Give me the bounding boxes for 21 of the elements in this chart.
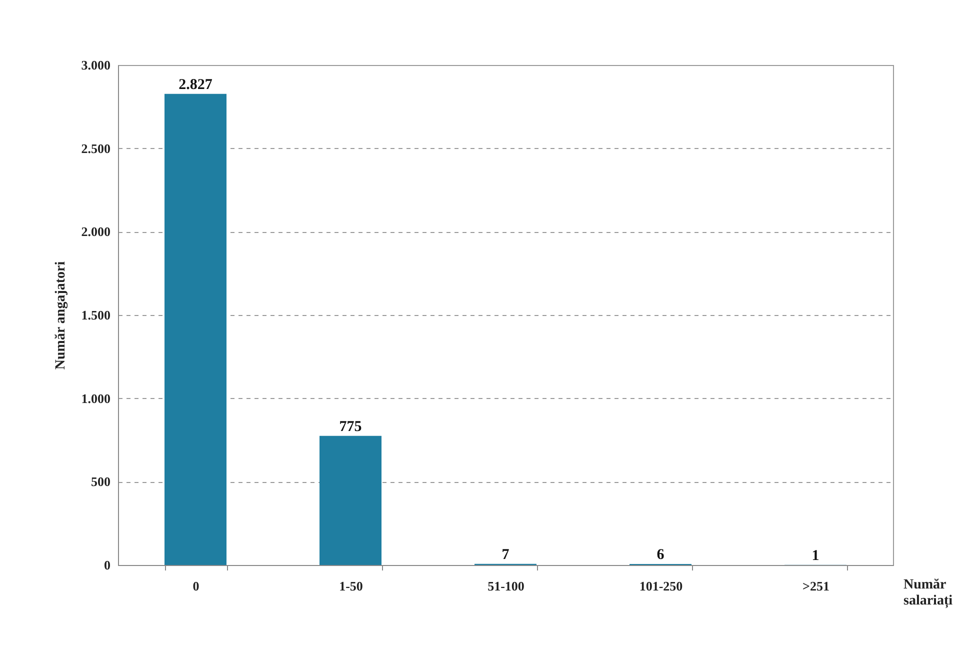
y-tick-label: 1.500 xyxy=(81,308,110,322)
x-tick-label: 101-250 xyxy=(639,578,683,594)
data-label: 775 xyxy=(339,418,362,435)
x-axis-title: Număr salariați xyxy=(904,578,953,608)
y-tick-label: 2.000 xyxy=(81,224,110,240)
x-tick-label: >251 xyxy=(802,578,830,594)
data-label: 7 xyxy=(502,546,510,563)
bar xyxy=(320,436,382,565)
y-tick-label: 2.500 xyxy=(81,140,110,156)
bar xyxy=(164,94,226,565)
y-tick-label: 0 xyxy=(104,558,110,572)
x-tick-label: 0 xyxy=(192,578,200,594)
y-tick-label: 3.000 xyxy=(81,58,110,72)
data-label: 6 xyxy=(656,547,665,563)
y-tick-label: 1.000 xyxy=(81,390,110,406)
data-label: 2.827 xyxy=(178,76,213,93)
x-tick-label: 1-50 xyxy=(339,578,363,594)
y-tick-label: 500 xyxy=(91,474,110,490)
x-tick-label: 51-100 xyxy=(488,578,524,594)
y-axis-title: Număr angajatori xyxy=(53,261,68,370)
data-label: 1 xyxy=(812,548,820,564)
